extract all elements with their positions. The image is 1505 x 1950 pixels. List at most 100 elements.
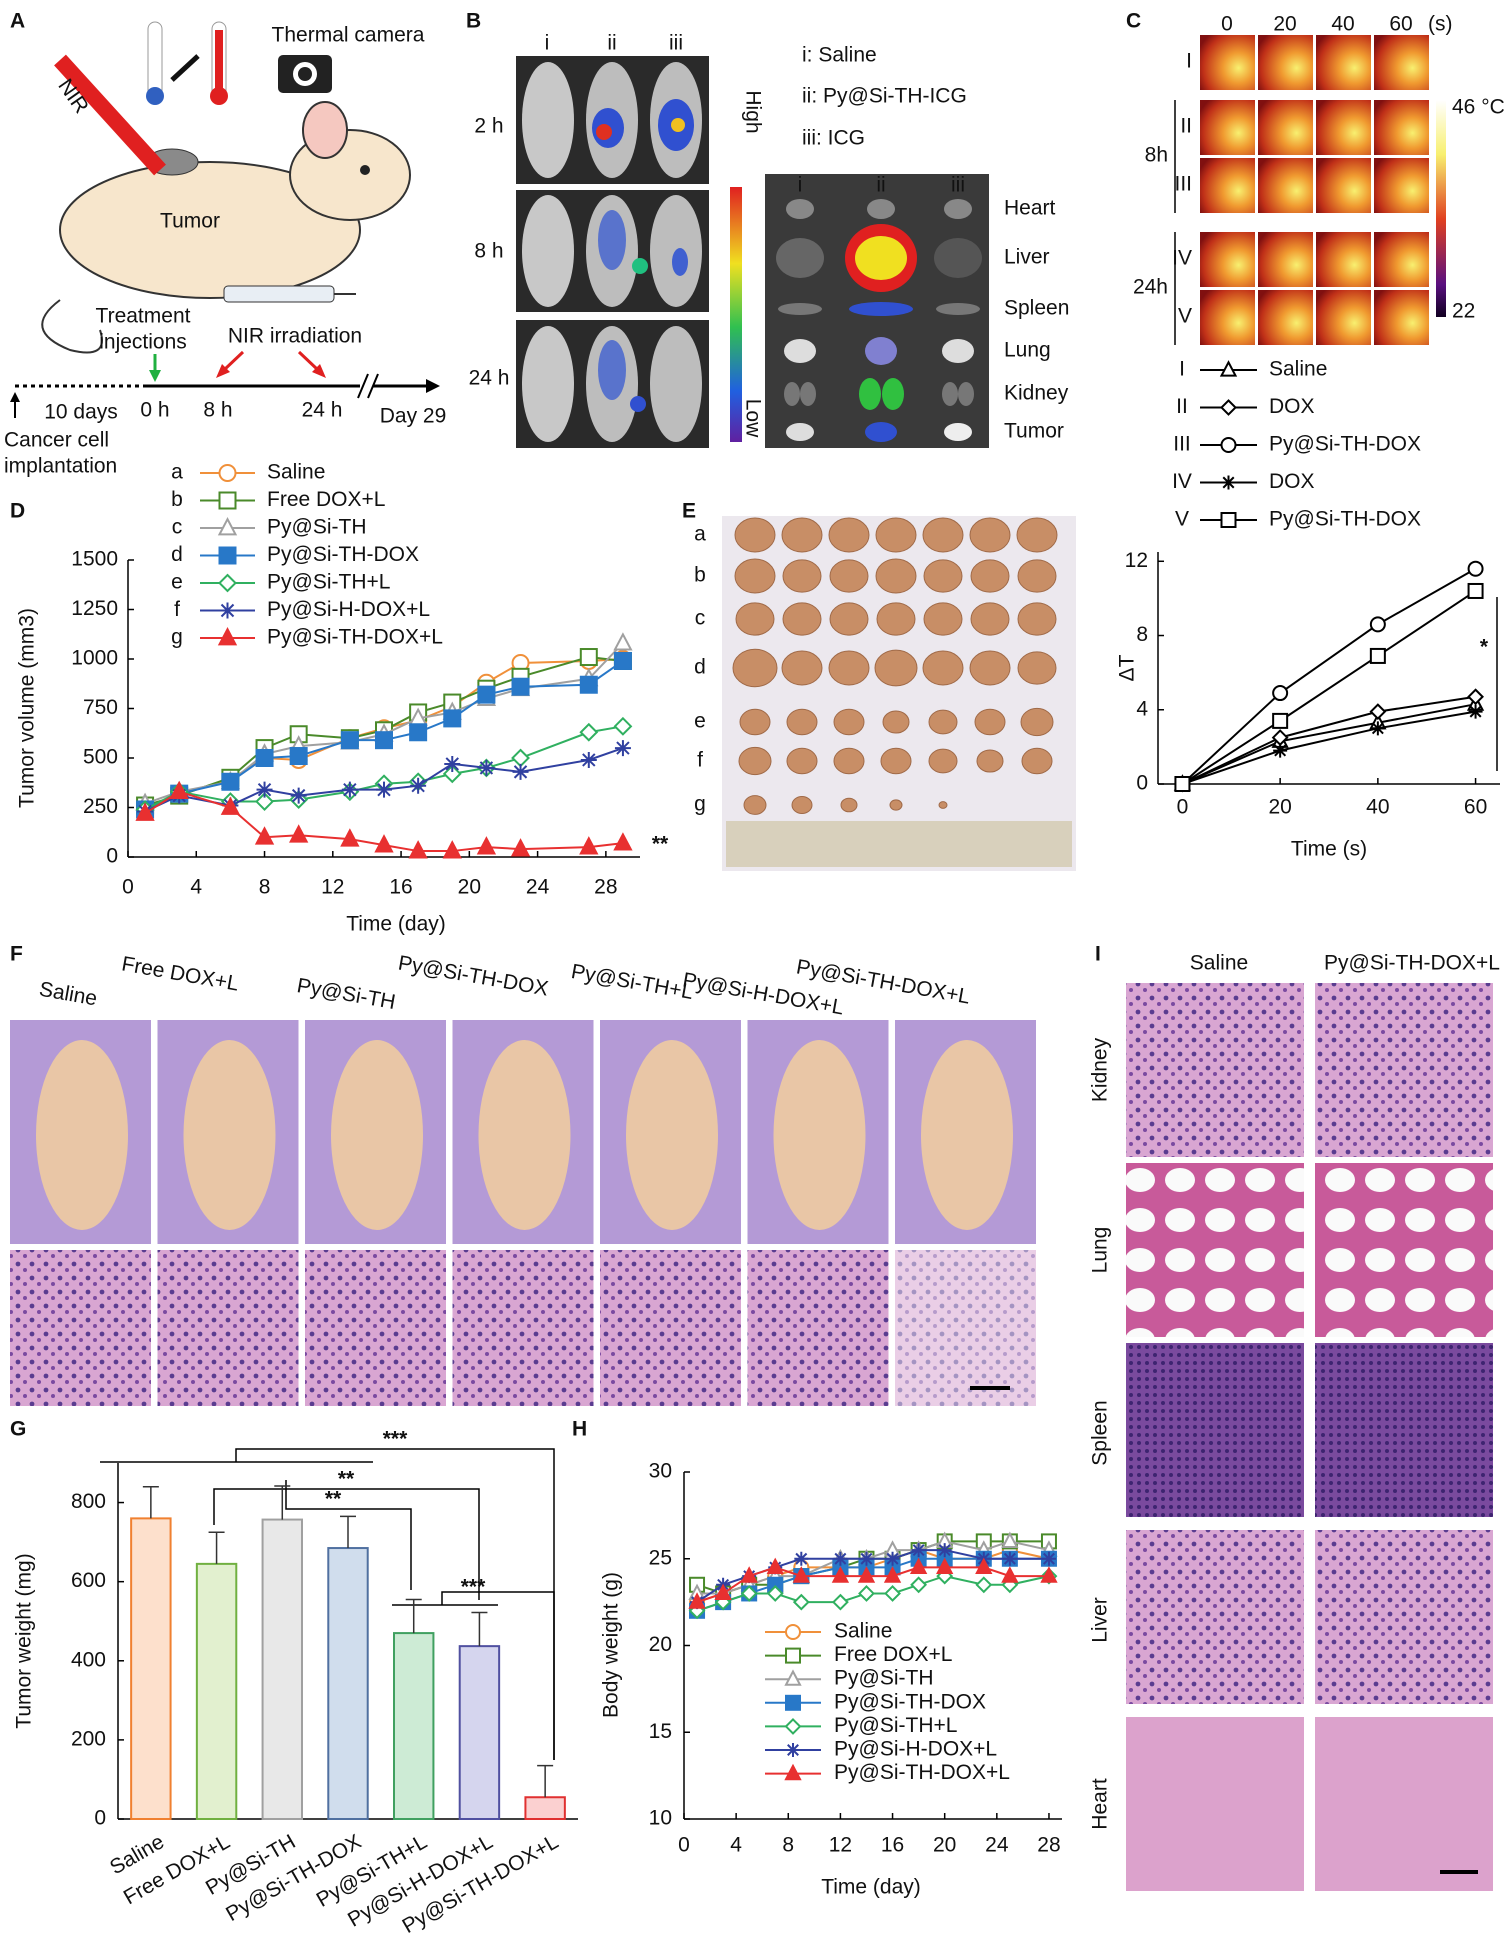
legend-marker: [1220, 437, 1237, 453]
label: 24 h: [302, 399, 343, 422]
legend-marker: [218, 546, 237, 565]
panel-letter: F: [10, 943, 23, 966]
photographs: [10, 983, 1493, 1891]
tumor: [743, 795, 767, 815]
thermal-image: [1258, 100, 1313, 155]
data-point: [1467, 688, 1484, 706]
bar: [393, 1632, 435, 1820]
tumor: [970, 602, 1010, 636]
bar: [195, 1562, 238, 1821]
thermal-image: [1200, 158, 1255, 213]
data-point: [476, 836, 497, 855]
y-tick-label: 20: [649, 1633, 672, 1656]
label: Kidney: [1004, 382, 1069, 405]
label: iii: ICG: [802, 127, 865, 150]
tumor: [829, 559, 869, 593]
label: 24 h: [469, 367, 510, 390]
tumor: [791, 796, 813, 814]
tumor: [735, 602, 775, 636]
data-point: [340, 828, 360, 847]
data-point: [688, 1592, 706, 1609]
label: iii: [951, 174, 965, 197]
data-point: [511, 748, 530, 768]
error-bar: [537, 1764, 554, 1798]
data-point: [1273, 743, 1288, 758]
histology: [157, 1250, 299, 1406]
data-point: [221, 772, 240, 791]
x-tick-label: 4: [190, 876, 202, 899]
histology: [600, 1250, 741, 1406]
legend-label: IV: [1172, 470, 1192, 493]
error-bar: [471, 1611, 488, 1647]
label: 8h: [1145, 144, 1168, 167]
data-point: [909, 1557, 928, 1575]
data-point: [883, 1566, 902, 1583]
label: Spleen: [1004, 297, 1069, 320]
data-point: [714, 1583, 732, 1601]
thermal-images: [1174, 35, 1498, 771]
tumor: [782, 559, 822, 593]
tumor: [1021, 747, 1053, 775]
legend-entry: Py@Si-TH: [834, 1667, 933, 1690]
tumor: [734, 517, 776, 553]
data-point: [255, 749, 274, 767]
histology: [305, 1250, 446, 1406]
data-point: [1369, 703, 1387, 721]
x-tick-label: 0: [122, 876, 134, 899]
x-tick-label: 16: [881, 1834, 904, 1857]
data-point: [740, 1566, 758, 1583]
y-tick-label: 400: [71, 1648, 106, 1671]
data-point: [511, 677, 530, 696]
tumor: [1017, 602, 1057, 636]
label: Py@Si-TH+L: [569, 960, 695, 1004]
data-point: [255, 792, 274, 811]
tumor: [928, 709, 958, 735]
tumor: [970, 559, 1010, 593]
data-point: [443, 709, 462, 728]
tumor: [889, 799, 903, 811]
y-tick-label: 800: [71, 1490, 106, 1513]
thermal-image: [1316, 100, 1371, 155]
data-point: [794, 1551, 809, 1566]
bar: [327, 1547, 369, 1820]
label: IV: [1172, 247, 1192, 270]
tumor: [1017, 559, 1057, 593]
tumor: [786, 747, 818, 775]
histology: [747, 1250, 889, 1406]
label: Cancer cell: [4, 429, 109, 452]
thermal-image: [1258, 158, 1313, 213]
mouse-body: [331, 1040, 423, 1230]
legend-entry: Py@Si-TH-DOX: [834, 1690, 986, 1713]
annotation: ***: [383, 1428, 408, 1451]
data-point: [831, 1566, 850, 1583]
x-tick-label: 12: [321, 876, 344, 899]
legend-entry: Py@Si-TH-DOX: [1269, 433, 1421, 456]
data-point: [410, 777, 427, 794]
error-bar: [340, 1515, 356, 1549]
tumor: [875, 517, 917, 553]
label: Day 29: [380, 405, 447, 428]
label: 22: [1452, 300, 1475, 323]
label: Py@Si-TH-DOX+L: [1324, 952, 1500, 975]
data-point: [1369, 647, 1386, 664]
label: ii: [607, 32, 616, 55]
legend-label: II: [1176, 395, 1188, 418]
histology: [1315, 1530, 1493, 1704]
label: 0 h: [140, 399, 169, 422]
legend-label: c: [172, 516, 183, 539]
y-tick-label: 600: [71, 1569, 106, 1592]
data-point: [409, 723, 428, 742]
legend-label: III: [1173, 433, 1191, 456]
y-axis-label: ΔT: [1116, 654, 1139, 681]
data-point: [613, 832, 633, 851]
label: Lung: [1089, 1227, 1112, 1274]
imaging-panel: [516, 56, 989, 448]
histology: [10, 1250, 151, 1406]
y-tick-label: 12: [1125, 549, 1148, 572]
data-point: [477, 685, 496, 704]
thermal-image: [1258, 290, 1313, 345]
error-bar: [208, 1531, 225, 1564]
bar: [130, 1517, 172, 1821]
data-point: [1467, 560, 1484, 577]
label: Lung: [1004, 339, 1051, 362]
